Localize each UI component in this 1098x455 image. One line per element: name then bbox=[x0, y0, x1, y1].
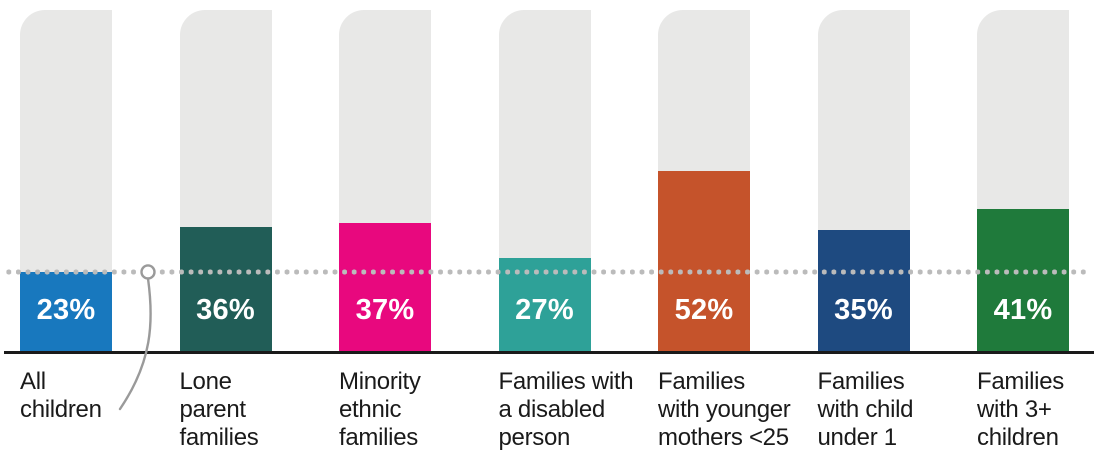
annotation-curve bbox=[118, 277, 152, 411]
category-label-line: with 3+ bbox=[977, 396, 1052, 423]
category-label: Families with 3+ children bbox=[977, 368, 1064, 452]
reference-line bbox=[4, 268, 1090, 275]
category-label-line: person bbox=[498, 424, 571, 451]
bar-value-label: 37% bbox=[355, 294, 415, 326]
category-label-line: parent bbox=[179, 396, 247, 423]
bar-fill bbox=[179, 226, 272, 352]
category-label-line: families bbox=[179, 424, 259, 451]
category-label-line: Families with bbox=[498, 368, 634, 395]
bar-value-label: 27% bbox=[515, 294, 574, 326]
category-label-line: ethnic bbox=[339, 396, 402, 423]
category-label-line: Families bbox=[658, 368, 745, 395]
bar-fill bbox=[339, 223, 431, 352]
category-label-line: under 1 bbox=[817, 424, 898, 451]
category-label-line: a disabled bbox=[498, 396, 606, 423]
category-label: Minority ethnic families bbox=[339, 368, 421, 452]
category-label: Lone parent families bbox=[180, 368, 259, 452]
category-label-line: Families bbox=[977, 368, 1064, 395]
category-label-line: All bbox=[20, 368, 46, 395]
category-label-line: families bbox=[339, 424, 418, 451]
category-label-line: children bbox=[20, 396, 102, 423]
bar-fill bbox=[658, 171, 750, 352]
bar-fill bbox=[977, 209, 1069, 352]
bar-value-label: 23% bbox=[36, 294, 96, 326]
category-label: Families with child under 1 bbox=[818, 368, 914, 452]
category-label-line: Minority bbox=[339, 368, 421, 395]
category-label: Families with a disabled person bbox=[499, 368, 634, 452]
bar-value-label: 36% bbox=[196, 294, 255, 326]
category-label-line: Lone bbox=[179, 368, 233, 395]
category-label-line: with child bbox=[817, 396, 914, 423]
bar-fill bbox=[817, 230, 910, 352]
x-axis bbox=[4, 351, 1094, 354]
category-label-line: mothers <25 bbox=[658, 424, 789, 451]
category-label-line: children bbox=[977, 424, 1059, 451]
category-label-line: with younger bbox=[658, 396, 791, 423]
category-label: All children bbox=[20, 368, 102, 424]
bar-fill bbox=[20, 271, 112, 352]
bar-value-label: 35% bbox=[834, 294, 893, 326]
category-label-line: Families bbox=[817, 368, 905, 395]
bar-value-label: 52% bbox=[674, 294, 734, 326]
bar-value-label: 41% bbox=[993, 294, 1053, 326]
category-label: Families with younger mothers <25 bbox=[658, 368, 791, 452]
